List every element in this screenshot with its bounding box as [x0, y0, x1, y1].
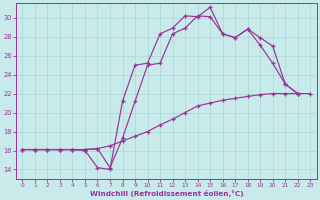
- X-axis label: Windchill (Refroidissement éolien,°C): Windchill (Refroidissement éolien,°C): [90, 190, 243, 197]
